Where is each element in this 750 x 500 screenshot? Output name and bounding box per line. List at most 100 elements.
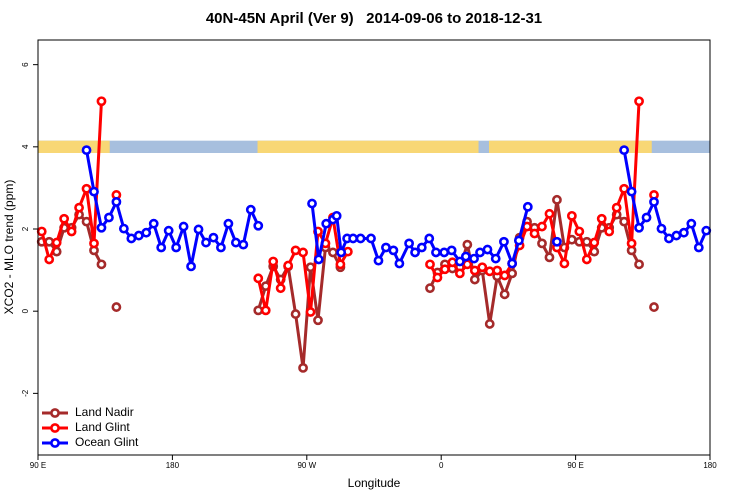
point <box>507 268 518 279</box>
point <box>44 254 55 265</box>
point <box>186 261 196 272</box>
x-tick-label: 90 W <box>297 461 316 470</box>
point <box>96 96 107 107</box>
point <box>507 258 518 269</box>
point <box>89 238 99 249</box>
point <box>552 236 562 247</box>
point <box>66 226 77 237</box>
point <box>290 245 301 256</box>
point <box>484 319 495 329</box>
point <box>693 242 704 253</box>
point <box>482 244 493 255</box>
series-line <box>42 101 654 312</box>
y-tick-label: 0 <box>21 308 30 313</box>
land-strip <box>38 140 110 153</box>
point <box>51 237 62 248</box>
point <box>596 213 607 224</box>
point <box>446 245 457 256</box>
point <box>208 232 219 243</box>
point <box>388 245 399 256</box>
point <box>499 236 509 247</box>
point <box>148 218 159 229</box>
point <box>81 145 92 156</box>
point <box>178 221 189 232</box>
y-tick-label: 4 <box>21 144 30 149</box>
point <box>328 247 338 258</box>
point <box>335 259 346 270</box>
point <box>649 302 659 312</box>
point <box>355 233 366 244</box>
x-tick-label: 90 E <box>567 461 583 470</box>
series-line <box>42 200 654 368</box>
point <box>111 196 122 207</box>
point <box>298 362 308 373</box>
x-axis-label: Longitude <box>348 476 401 490</box>
point <box>104 212 114 223</box>
point <box>118 223 129 234</box>
point <box>336 247 347 258</box>
point <box>440 264 450 275</box>
point <box>589 246 600 257</box>
point <box>89 186 99 197</box>
point <box>81 183 92 194</box>
legend-label: Ocean Glint <box>75 435 139 449</box>
point <box>305 307 316 317</box>
point <box>163 225 174 236</box>
point <box>96 259 107 270</box>
point <box>439 247 450 258</box>
point <box>462 259 473 270</box>
point <box>626 186 637 197</box>
point <box>544 252 555 263</box>
x-tick-label: 90 E <box>30 461 46 470</box>
point <box>460 251 471 262</box>
point <box>366 233 376 244</box>
point <box>283 260 294 271</box>
point <box>275 283 286 294</box>
point <box>223 218 234 229</box>
point <box>290 309 301 319</box>
point <box>484 266 495 277</box>
point <box>634 222 644 233</box>
point <box>313 315 323 326</box>
point <box>619 216 630 227</box>
point <box>268 256 279 267</box>
point <box>96 222 107 233</box>
point <box>649 196 659 207</box>
point <box>126 233 137 244</box>
point <box>611 202 622 213</box>
point <box>331 210 342 221</box>
point <box>634 96 644 107</box>
y-tick-label: 6 <box>21 62 30 67</box>
point <box>522 201 533 212</box>
point <box>373 255 384 266</box>
point <box>216 242 226 253</box>
point <box>381 242 391 253</box>
point <box>581 254 592 265</box>
point <box>59 213 70 224</box>
point <box>313 254 324 265</box>
point <box>74 202 84 213</box>
point <box>469 265 480 276</box>
point <box>348 233 358 244</box>
point <box>141 227 152 238</box>
point <box>425 283 435 294</box>
point <box>499 270 510 281</box>
point <box>404 238 414 249</box>
point <box>678 227 689 238</box>
point <box>499 289 510 300</box>
point <box>552 194 562 205</box>
legend-label: Land Glint <box>75 420 130 434</box>
series <box>36 194 659 373</box>
land-strip <box>257 140 479 153</box>
legend-marker <box>50 408 60 418</box>
point <box>566 210 577 221</box>
point <box>490 253 501 264</box>
legend-label: Land Nadir <box>75 405 134 419</box>
point <box>193 224 204 235</box>
point <box>513 235 524 246</box>
point <box>432 272 443 283</box>
point <box>477 262 488 273</box>
point <box>260 305 271 316</box>
legend-marker <box>50 438 60 448</box>
point <box>253 273 264 284</box>
